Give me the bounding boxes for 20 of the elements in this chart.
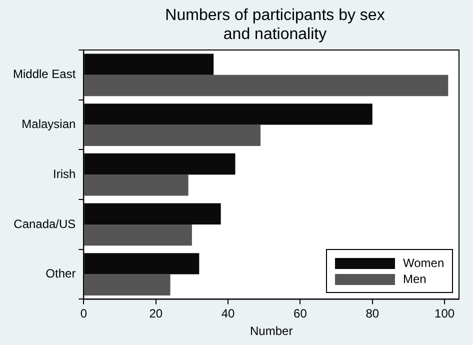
- x-tick-label: 0: [80, 306, 88, 321]
- bar: [84, 174, 188, 196]
- legend-label: Women: [403, 256, 444, 270]
- x-tick-label: 100: [434, 306, 455, 321]
- chart-title: Numbers of participants by sex and nationality: [164, 6, 386, 44]
- x-tick-label: 40: [221, 306, 236, 321]
- bar: [84, 124, 261, 146]
- y-tick-label: Other: [46, 266, 76, 281]
- legend-label: Men: [403, 272, 426, 286]
- y-tick-label: Middle East: [12, 67, 76, 82]
- x-tick-label: 20: [149, 306, 163, 321]
- y-tick-label: Canada/US: [14, 216, 76, 231]
- x-axis-title: Number: [250, 324, 293, 338]
- bar: [84, 74, 448, 96]
- y-tick-label: Irish: [53, 166, 76, 181]
- x-tick-label: 60: [294, 306, 308, 321]
- y-tick-label: Malaysian: [22, 117, 76, 132]
- bar: [84, 274, 170, 296]
- x-tick-label: 80: [366, 306, 380, 321]
- bar: [84, 224, 192, 246]
